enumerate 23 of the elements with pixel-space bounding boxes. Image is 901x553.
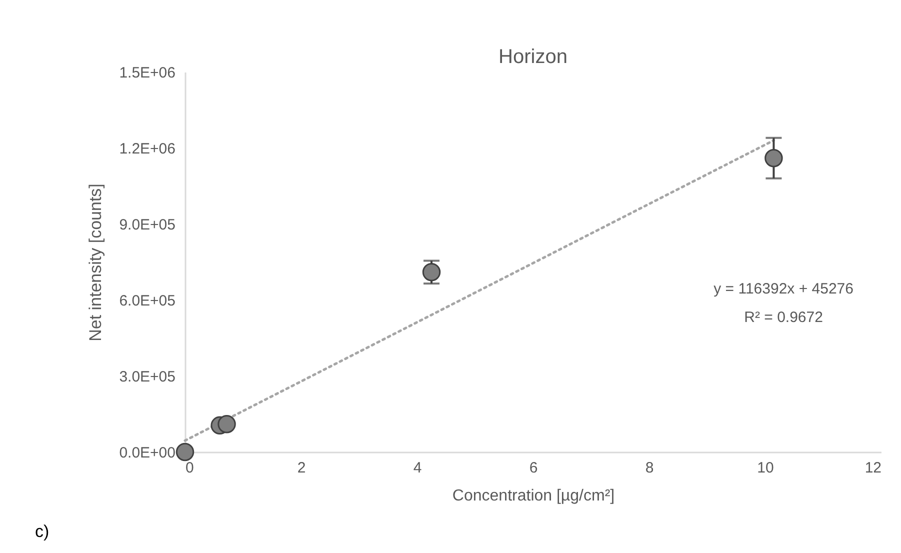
y-axis-title: Net intensity [counts] <box>86 184 106 342</box>
x-tick-label: 0 <box>186 460 194 476</box>
x-tick-label: 12 <box>864 460 882 476</box>
point <box>218 415 236 434</box>
x-tick-label: 8 <box>645 460 654 476</box>
y-tick-label: 1.5E+06 <box>119 64 176 82</box>
point <box>176 442 194 462</box>
x-tick-label: 2 <box>297 460 306 476</box>
x-axis-title: Concentration [µg/cm²] <box>452 488 615 504</box>
annotation: y = 116392x + 45276 <box>714 280 854 298</box>
y-tick-label: 1.2E+06 <box>119 140 176 158</box>
text: c) <box>35 522 50 541</box>
y-tick-label: 9.0E+05 <box>119 216 176 234</box>
annotation: R² = 0.9672 <box>744 309 823 326</box>
x-tick-label: 6 <box>529 460 538 476</box>
y-tick-label: 3.0E+05 <box>119 368 176 386</box>
x-tick-label: 4 <box>413 460 422 476</box>
point <box>764 149 783 168</box>
y-tick-label: 0.0E+00 <box>119 444 176 462</box>
x-tick-label: 10 <box>757 460 774 476</box>
y-tick-label: 6.0E+05 <box>119 292 176 310</box>
chart-title: Horizon <box>498 46 568 68</box>
point <box>422 263 441 282</box>
